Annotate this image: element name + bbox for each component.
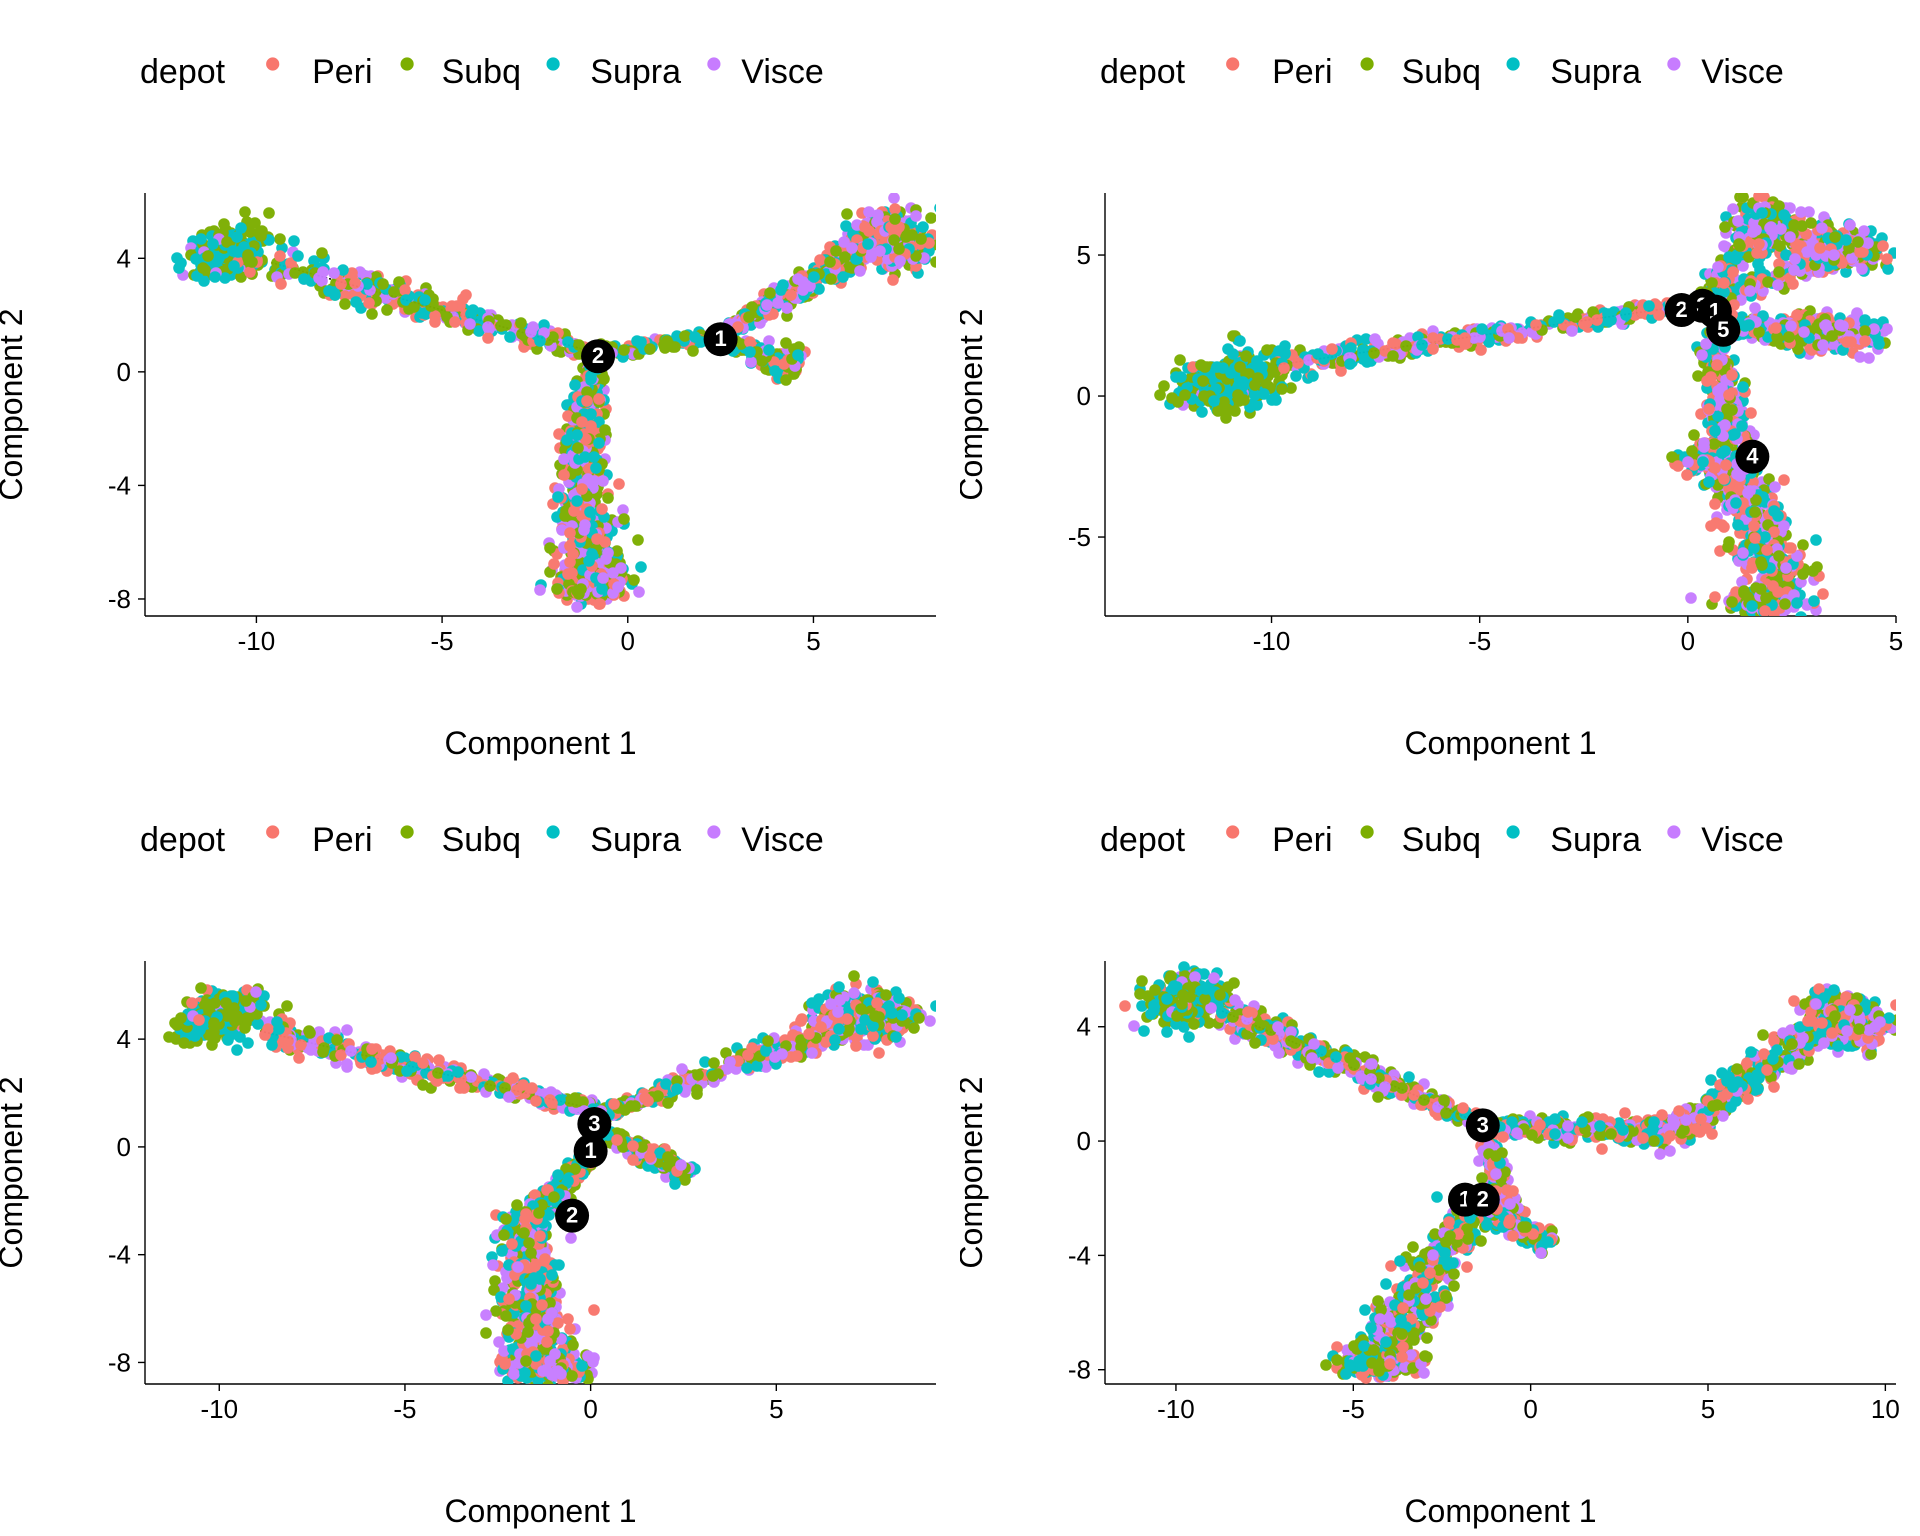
- svg-text:2: 2: [566, 1203, 578, 1228]
- svg-text:3: 3: [588, 1111, 600, 1136]
- svg-text:0: 0: [1523, 1394, 1537, 1424]
- svg-text:5: 5: [1701, 1394, 1715, 1424]
- svg-text:Subq: Subq: [442, 53, 521, 91]
- svg-text:4: 4: [117, 1024, 131, 1054]
- svg-text:-10: -10: [1157, 1394, 1195, 1424]
- svg-text:5: 5: [1717, 317, 1729, 342]
- svg-text:-5: -5: [393, 1394, 416, 1424]
- svg-text:5: 5: [1889, 626, 1903, 656]
- svg-text:-5: -5: [1468, 626, 1491, 656]
- svg-text:depot: depot: [1100, 53, 1186, 91]
- svg-text:-8: -8: [108, 1347, 131, 1377]
- svg-text:Peri: Peri: [1272, 821, 1332, 859]
- svg-text:Subq: Subq: [1402, 53, 1481, 91]
- svg-text:Supra: Supra: [1550, 53, 1641, 91]
- svg-text:Component 1: Component 1: [1404, 725, 1596, 761]
- svg-text:0: 0: [583, 1394, 597, 1424]
- svg-text:-5: -5: [1068, 522, 1091, 552]
- svg-text:-10: -10: [238, 626, 276, 656]
- svg-text:Subq: Subq: [1402, 821, 1481, 859]
- svg-text:depot: depot: [1100, 821, 1186, 859]
- svg-text:-10: -10: [1253, 626, 1291, 656]
- svg-text:4: 4: [1077, 1012, 1091, 1042]
- svg-text:0: 0: [621, 626, 635, 656]
- svg-text:-8: -8: [1068, 1355, 1091, 1385]
- svg-text:Supra: Supra: [1550, 821, 1641, 859]
- svg-text:Component 2: Component 2: [0, 1076, 29, 1268]
- svg-text:0: 0: [1681, 626, 1695, 656]
- svg-text:Visce: Visce: [1701, 53, 1784, 91]
- svg-text:Component 2: Component 2: [960, 1076, 989, 1268]
- svg-text:5: 5: [1077, 240, 1091, 270]
- svg-text:-5: -5: [1342, 1394, 1365, 1424]
- svg-text:1: 1: [585, 1138, 597, 1163]
- svg-text:Component 2: Component 2: [0, 308, 29, 500]
- svg-text:Visce: Visce: [741, 53, 824, 91]
- svg-text:depot: depot: [140, 53, 226, 91]
- svg-text:0: 0: [117, 1132, 131, 1162]
- svg-text:2: 2: [592, 343, 604, 368]
- svg-text:-4: -4: [108, 470, 131, 500]
- svg-text:0: 0: [117, 357, 131, 387]
- svg-text:1: 1: [714, 326, 726, 351]
- svg-text:-4: -4: [108, 1240, 131, 1270]
- svg-text:Peri: Peri: [1272, 53, 1332, 91]
- svg-text:Component 1: Component 1: [444, 725, 636, 761]
- svg-text:Peri: Peri: [312, 821, 372, 859]
- svg-text:Component 1: Component 1: [1404, 1493, 1596, 1529]
- svg-text:-5: -5: [431, 626, 454, 656]
- svg-text:depot: depot: [140, 821, 226, 859]
- svg-text:10: 10: [1871, 1394, 1900, 1424]
- svg-text:Supra: Supra: [590, 821, 681, 859]
- svg-text:0: 0: [1077, 381, 1091, 411]
- svg-text:Component 1: Component 1: [444, 1493, 636, 1529]
- svg-text:Visce: Visce: [1701, 821, 1784, 859]
- svg-text:4: 4: [117, 243, 131, 273]
- svg-text:Visce: Visce: [741, 821, 824, 859]
- svg-text:-10: -10: [200, 1394, 238, 1424]
- svg-text:5: 5: [769, 1394, 783, 1424]
- svg-text:5: 5: [806, 626, 820, 656]
- svg-text:3: 3: [1477, 1112, 1489, 1137]
- svg-text:4: 4: [1746, 444, 1759, 469]
- svg-text:-4: -4: [1068, 1240, 1091, 1270]
- svg-text:Component 2: Component 2: [960, 308, 989, 500]
- svg-text:-8: -8: [108, 584, 131, 614]
- svg-text:Subq: Subq: [442, 821, 521, 859]
- svg-text:Supra: Supra: [590, 53, 681, 91]
- svg-text:0: 0: [1077, 1126, 1091, 1156]
- svg-text:Peri: Peri: [312, 53, 372, 91]
- svg-text:2: 2: [1477, 1187, 1489, 1212]
